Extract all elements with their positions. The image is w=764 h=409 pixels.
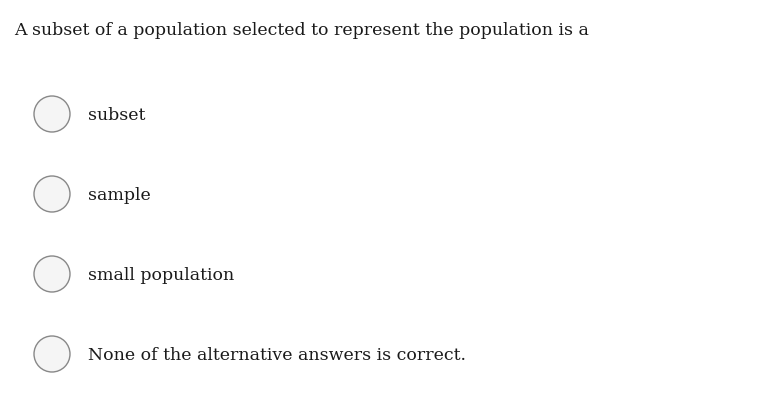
Circle shape xyxy=(34,97,70,133)
Text: A subset of a population selected to represent the population is a: A subset of a population selected to rep… xyxy=(14,22,588,39)
Text: None of the alternative answers is correct.: None of the alternative answers is corre… xyxy=(88,346,466,363)
Text: subset: subset xyxy=(88,106,145,123)
Text: small population: small population xyxy=(88,266,234,283)
Circle shape xyxy=(34,177,70,213)
Text: sample: sample xyxy=(88,186,151,203)
Circle shape xyxy=(34,336,70,372)
Circle shape xyxy=(34,256,70,292)
